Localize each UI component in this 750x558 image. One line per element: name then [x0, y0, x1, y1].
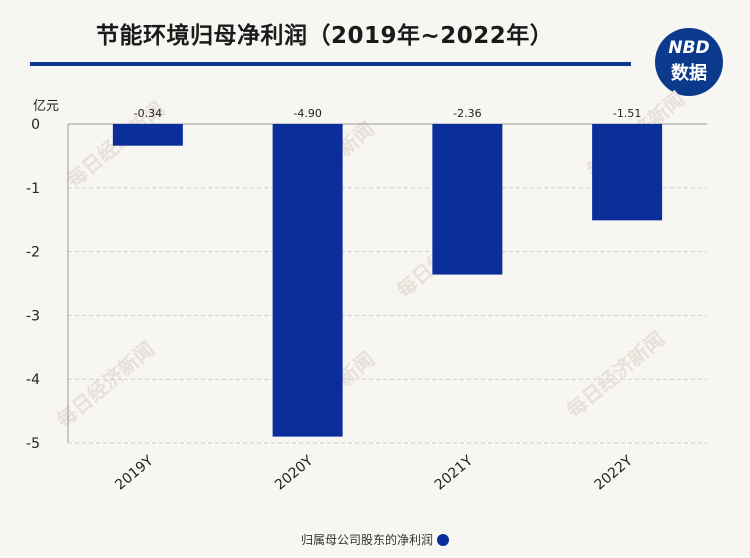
data-label: -0.34 — [134, 107, 162, 120]
nbd-logo: NBD 数据 — [655, 28, 723, 96]
x-tick-label: 2020Y — [272, 453, 316, 494]
data-label: -4.90 — [293, 107, 321, 120]
bar-2022Y — [592, 124, 663, 221]
bar-2021Y — [432, 124, 503, 275]
x-tick-label: 2019Y — [112, 453, 156, 494]
watermark-text: 每日经济新闻 — [562, 327, 669, 423]
y-tick-label: -3 — [26, 308, 40, 324]
bar-2019Y — [112, 124, 183, 146]
y-axis-unit: 亿元 — [33, 99, 60, 114]
x-tick-label: 2021Y — [432, 453, 476, 494]
y-tick-label: -2 — [26, 245, 40, 261]
legend-swatch — [437, 534, 449, 546]
chart-title: 节能环境归母净利润（2019年~2022年） — [96, 23, 554, 49]
title-underline — [30, 62, 631, 66]
logo-text-data: 数据 — [671, 63, 707, 84]
x-tick-label: 2022Y — [592, 453, 636, 494]
legend-label: 归属母公司股东的净利润 — [300, 533, 433, 547]
y-tick-label: -5 — [26, 436, 40, 452]
data-label: -2.36 — [453, 107, 481, 120]
y-tick-label: 0 — [31, 117, 40, 133]
y-tick-label: -1 — [26, 181, 40, 197]
bar-2020Y — [272, 124, 343, 437]
legend: 归属母公司股东的净利润 — [0, 531, 750, 548]
y-tick-label: -4 — [26, 372, 40, 388]
data-label: -1.51 — [613, 107, 641, 120]
logo-text-nbd: NBD — [668, 38, 710, 58]
